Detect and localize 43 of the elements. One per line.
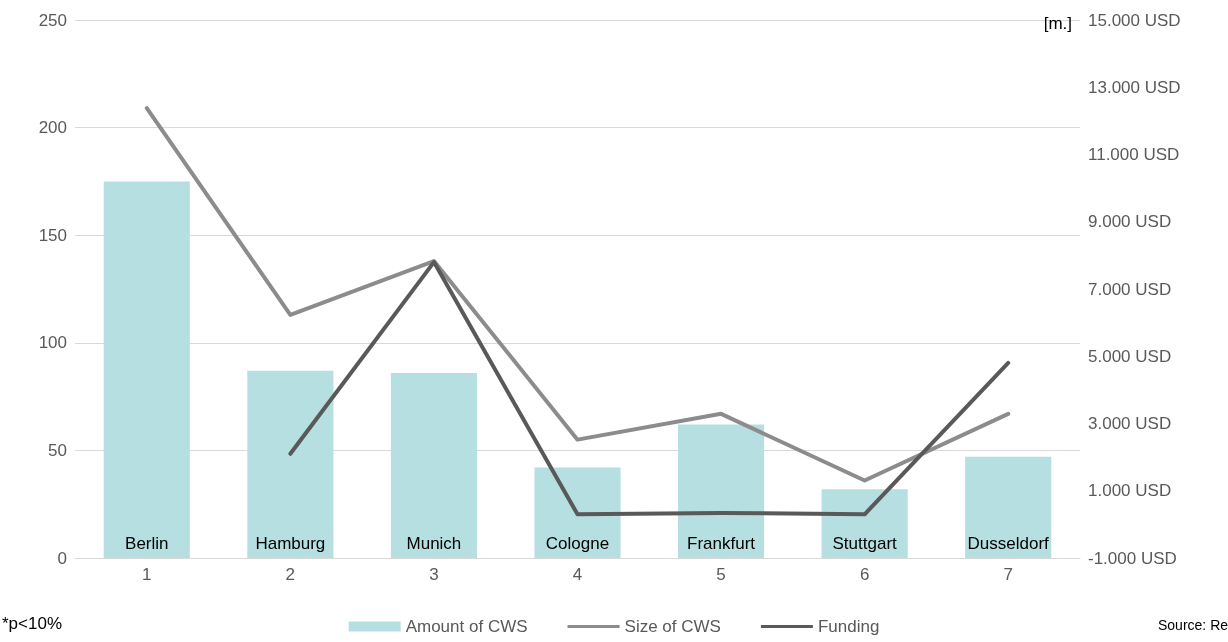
x-tick-label: 5	[716, 565, 726, 584]
y-tick-label: 100	[38, 333, 67, 353]
y2-tick-label: -1.000 USD	[1088, 548, 1177, 568]
y-tick-label: 50	[48, 440, 67, 460]
bar	[247, 370, 334, 558]
y-tick-label: 200	[38, 118, 67, 138]
x-tick-label: 7	[1003, 565, 1013, 584]
y2-tick-label: 11.000 USD	[1088, 145, 1180, 164]
y2-tick-label: 1.000 USD	[1088, 481, 1172, 501]
legend-label: Funding	[817, 617, 880, 636]
y2-tick-label: 9.000 USD	[1088, 212, 1172, 232]
y2-tick-label: 3.000 USD	[1088, 414, 1172, 433]
y2-tick-label: 5.000 USD	[1088, 346, 1172, 366]
bar	[678, 424, 765, 558]
annotation: Cologne	[545, 534, 610, 553]
bar	[103, 181, 190, 558]
x-tick-label: 4	[572, 565, 583, 584]
text: *p<10%	[2, 614, 63, 633]
annotation: Frankfurt	[687, 534, 756, 553]
y2-tick-label: 13.000 USD	[1088, 77, 1181, 97]
annotation: Munich	[406, 534, 462, 553]
y2-axis-title: [m.]	[1043, 14, 1072, 33]
source-note: Source: Re	[1158, 617, 1228, 633]
bar	[534, 467, 621, 558]
annotation: Stuttgart	[832, 534, 898, 553]
legend-label: Amount of CWS	[405, 617, 528, 636]
annotation: Dusseldorf	[967, 534, 1050, 553]
line-series	[144, 106, 1011, 483]
x-tick-label: 2	[285, 565, 296, 584]
x-tick-label: 6	[859, 565, 870, 584]
bar	[390, 372, 477, 558]
line-series	[288, 260, 1011, 517]
annotation: Berlin	[125, 534, 169, 553]
y-tick-label: 250	[38, 10, 67, 30]
y-tick-label: 0	[57, 548, 67, 568]
annotation: Hamburg	[255, 534, 326, 553]
y2-tick-label: 7.000 USD	[1088, 279, 1172, 299]
y-tick-label: 150	[38, 225, 67, 245]
bar	[965, 456, 1052, 558]
y2-tick-label: 15.000 USD	[1088, 10, 1181, 30]
legend-label: Size of CWS	[624, 617, 721, 636]
x-tick-label: 3	[429, 565, 439, 584]
x-tick-label: 1	[142, 565, 152, 584]
